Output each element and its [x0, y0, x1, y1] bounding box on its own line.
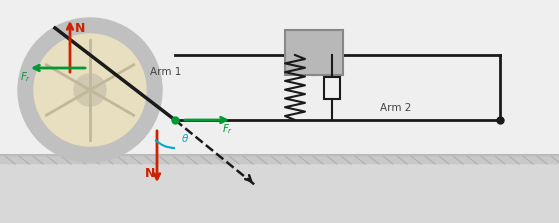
- Text: Arm 1: Arm 1: [150, 67, 181, 77]
- Bar: [285, 30, 343, 75]
- Text: $F_r$: $F_r$: [20, 70, 32, 84]
- Ellipse shape: [18, 18, 162, 162]
- Text: N: N: [75, 22, 86, 35]
- Bar: [324, 76, 340, 99]
- Text: $F_r$: $F_r$: [222, 122, 233, 136]
- Text: Arm 2: Arm 2: [380, 103, 411, 113]
- Text: $\theta$: $\theta$: [181, 132, 189, 144]
- Ellipse shape: [74, 74, 106, 106]
- Text: N: N: [145, 167, 155, 180]
- Ellipse shape: [34, 34, 146, 146]
